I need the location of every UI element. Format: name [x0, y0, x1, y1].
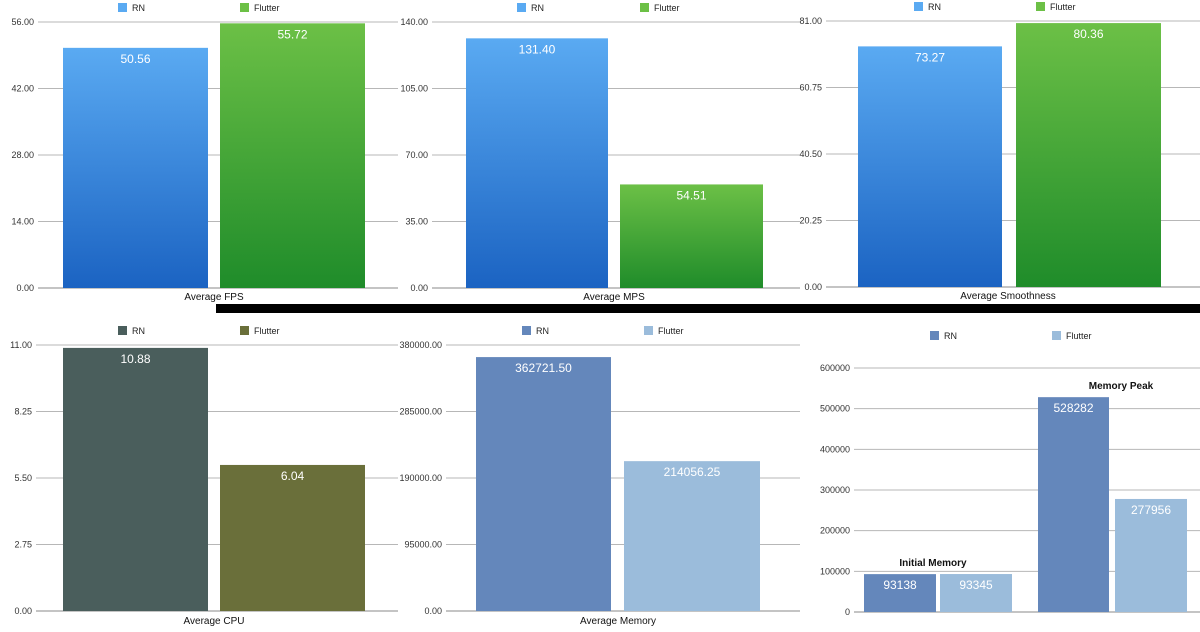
- y-tick-label: 42.00: [11, 84, 34, 94]
- data-label: 6.04: [281, 469, 305, 483]
- legend-label: RN: [132, 3, 145, 13]
- legend-label: RN: [944, 331, 957, 341]
- y-tick-label: 380000.00: [399, 340, 442, 350]
- y-tick-label: 500000: [820, 404, 850, 414]
- data-label: 131.40: [519, 42, 556, 56]
- legend-label: Flutter: [254, 3, 280, 13]
- y-tick-label: 400000: [820, 444, 850, 454]
- x-axis-label: Average Memory: [580, 616, 656, 627]
- bar: [1038, 397, 1109, 612]
- legend-label: Flutter: [254, 326, 280, 336]
- legend-swatch: [517, 3, 526, 12]
- y-tick-label: 0: [845, 607, 850, 617]
- x-axis-label: Average MPS: [583, 292, 645, 303]
- divider-line: [216, 304, 1200, 313]
- y-tick-label: 0.00: [16, 283, 34, 293]
- legend-label: Flutter: [654, 3, 680, 13]
- y-tick-label: 40.50: [799, 149, 822, 159]
- data-label: 54.51: [676, 188, 706, 202]
- data-label: 73.27: [915, 50, 945, 64]
- y-tick-label: 5.50: [14, 473, 32, 483]
- legend-swatch: [522, 326, 531, 335]
- bar: [220, 23, 365, 289]
- y-tick-label: 300000: [820, 485, 850, 495]
- data-label: 80.36: [1073, 27, 1103, 41]
- bar: [858, 46, 1002, 288]
- y-tick-label: 0.00: [424, 606, 442, 616]
- y-tick-label: 14.00: [11, 217, 34, 227]
- category-label: Initial Memory: [899, 558, 967, 569]
- bar: [1016, 23, 1161, 288]
- legend-label: RN: [536, 326, 549, 336]
- legend-swatch: [118, 326, 127, 335]
- legend-label: RN: [132, 326, 145, 336]
- y-tick-label: 8.25: [14, 407, 32, 417]
- x-axis-label: Average Smoothness: [960, 291, 1055, 302]
- data-label: 528282: [1053, 401, 1093, 415]
- y-tick-label: 11.00: [10, 340, 32, 350]
- legend-swatch: [1052, 331, 1061, 340]
- y-tick-label: 285000.00: [399, 407, 442, 417]
- bar: [466, 38, 608, 289]
- y-tick-label: 0.00: [14, 606, 32, 616]
- y-tick-label: 35.00: [405, 217, 428, 227]
- y-tick-label: 60.75: [799, 83, 822, 93]
- y-tick-label: 105.00: [400, 84, 428, 94]
- x-axis-label: Average FPS: [184, 292, 244, 303]
- legend-swatch: [914, 2, 923, 11]
- y-tick-label: 0.00: [804, 282, 822, 292]
- legend-swatch: [118, 3, 127, 12]
- legend-swatch: [240, 326, 249, 335]
- y-tick-label: 140.00: [400, 17, 428, 27]
- y-tick-label: 20.25: [799, 216, 822, 226]
- legend-swatch: [1036, 2, 1045, 11]
- y-tick-label: 56.00: [11, 17, 34, 27]
- bar: [864, 574, 936, 612]
- bar: [1115, 498, 1187, 612]
- legend-label: RN: [928, 2, 941, 12]
- bar: [220, 464, 365, 611]
- data-label: 55.72: [277, 27, 307, 41]
- y-tick-label: 70.00: [405, 150, 428, 160]
- y-tick-label: 200000: [820, 526, 850, 536]
- y-tick-label: 28.00: [11, 150, 34, 160]
- legend-swatch: [644, 326, 653, 335]
- legend-label: RN: [531, 3, 544, 13]
- y-tick-label: 600000: [820, 363, 850, 373]
- data-label: 93345: [959, 578, 993, 592]
- legend-label: Flutter: [658, 326, 684, 336]
- legend-swatch: [930, 331, 939, 340]
- bar: [620, 184, 763, 288]
- data-label: 50.56: [120, 52, 150, 66]
- legend-swatch: [240, 3, 249, 12]
- legend-label: Flutter: [1066, 331, 1092, 341]
- data-label: 362721.50: [515, 361, 572, 375]
- bar: [940, 574, 1012, 612]
- y-tick-label: 81.00: [799, 16, 822, 26]
- bar: [63, 47, 208, 289]
- category-label: Memory Peak: [1089, 381, 1154, 392]
- y-tick-label: 0.00: [410, 283, 428, 293]
- legend-label: Flutter: [1050, 2, 1076, 12]
- bar: [624, 461, 760, 611]
- data-label: 10.88: [120, 352, 150, 366]
- x-axis-label: Average CPU: [184, 616, 245, 627]
- bar: [63, 347, 208, 611]
- y-tick-label: 2.75: [14, 540, 32, 550]
- data-label: 93138: [883, 578, 917, 592]
- y-tick-label: 190000.00: [399, 473, 442, 483]
- data-label: 277956: [1131, 503, 1171, 517]
- bar: [476, 357, 611, 611]
- y-tick-label: 95000.00: [404, 540, 442, 550]
- data-label: 214056.25: [664, 465, 721, 479]
- y-tick-label: 100000: [820, 566, 850, 576]
- legend-swatch: [640, 3, 649, 12]
